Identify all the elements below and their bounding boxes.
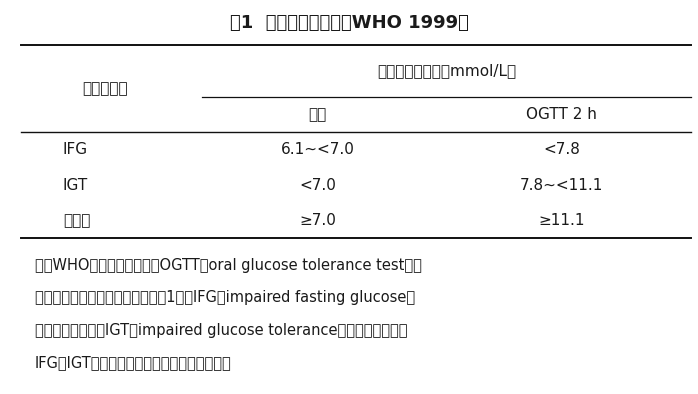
Text: 口服葡萄糖耐量试验（方法见附件1）；IFG（impaired fasting glucose）: 口服葡萄糖耐量试验（方法见附件1）；IFG（impaired fasting g… bbox=[35, 290, 415, 305]
Text: IFG和IGT统称为糖调节受损，也称糖尿病前期: IFG和IGT统称为糖调节受损，也称糖尿病前期 bbox=[35, 355, 232, 370]
Text: 6.1~<7.0: 6.1~<7.0 bbox=[281, 142, 355, 157]
Text: IFG: IFG bbox=[63, 142, 88, 157]
Text: 注：WHO为世界卫生组织；OGTT（oral glucose tolerance test）为: 注：WHO为世界卫生组织；OGTT（oral glucose tolerance… bbox=[35, 258, 422, 273]
Text: 糖尿病: 糖尿病 bbox=[63, 213, 90, 228]
Text: IGT: IGT bbox=[63, 178, 88, 193]
Text: <7.0: <7.0 bbox=[299, 178, 336, 193]
Text: 为空腹血糖受损；IGT（impaired glucose tolerance）为糖耐量异常；: 为空腹血糖受损；IGT（impaired glucose tolerance）为… bbox=[35, 323, 408, 338]
Text: 糖代谢分类: 糖代谢分类 bbox=[82, 81, 128, 96]
Text: 静脉血浆葡萄糖（mmol/L）: 静脉血浆葡萄糖（mmol/L） bbox=[377, 63, 517, 78]
Text: OGTT 2 h: OGTT 2 h bbox=[526, 107, 597, 122]
Text: 空腹: 空腹 bbox=[309, 107, 327, 122]
Text: <7.8: <7.8 bbox=[544, 142, 580, 157]
Text: 7.8~<11.1: 7.8~<11.1 bbox=[520, 178, 604, 193]
Text: ≥7.0: ≥7.0 bbox=[299, 213, 336, 228]
Text: ≥11.1: ≥11.1 bbox=[539, 213, 585, 228]
Text: 表1  高血糖状态分类（WHO 1999）: 表1 高血糖状态分类（WHO 1999） bbox=[230, 14, 468, 32]
